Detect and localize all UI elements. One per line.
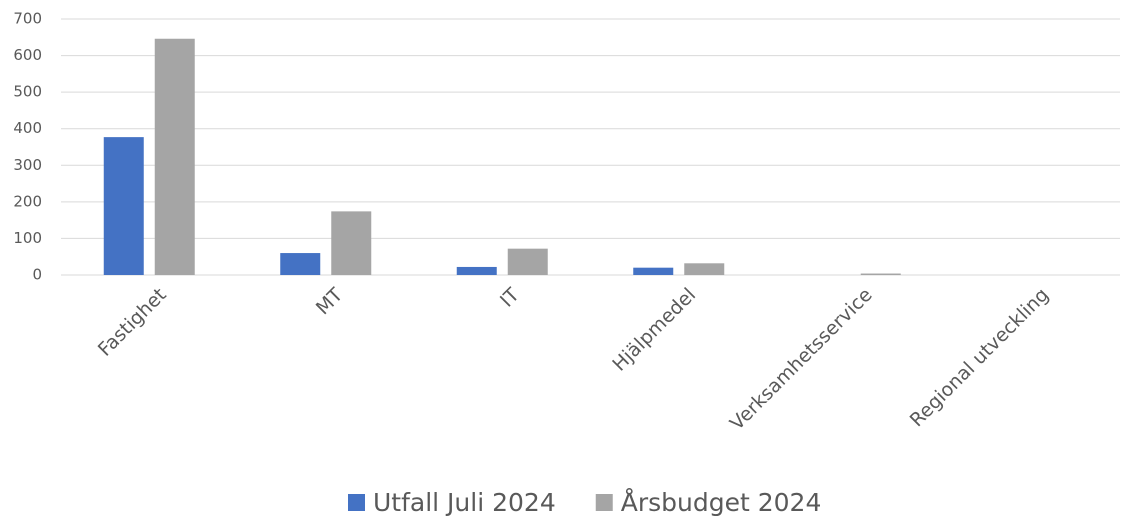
bar <box>103 137 144 275</box>
x-tick-label: Verksamhetsservice <box>726 284 877 435</box>
legend-swatch <box>348 494 365 511</box>
y-tick-label: 300 <box>13 156 42 174</box>
y-tick-label: 100 <box>13 229 42 247</box>
bar <box>633 267 674 275</box>
legend-label: Utfall Juli 2024 <box>373 488 556 517</box>
bar <box>280 253 321 275</box>
y-tick-label: 400 <box>13 119 42 137</box>
bar <box>154 38 195 276</box>
legend-label: Årsbudget 2024 <box>621 488 822 517</box>
y-tick-label: 0 <box>32 266 42 284</box>
x-tick-label: MT <box>312 284 348 320</box>
x-tick-label: IT <box>496 284 524 312</box>
x-tick-label: Fastighet <box>94 284 171 361</box>
y-tick-label: 200 <box>13 192 42 210</box>
bar <box>507 248 548 275</box>
bar <box>684 263 725 275</box>
y-tick-label: 600 <box>13 46 42 64</box>
bar <box>860 273 901 275</box>
y-tick-label: 700 <box>13 10 42 28</box>
bar <box>456 266 497 275</box>
legend-swatch <box>595 494 613 511</box>
bar <box>331 211 372 275</box>
x-tick-label: Regional utveckling <box>906 284 1053 431</box>
y-tick-label: 500 <box>13 83 42 101</box>
x-tick-label: Hjälpmedel <box>608 284 700 376</box>
